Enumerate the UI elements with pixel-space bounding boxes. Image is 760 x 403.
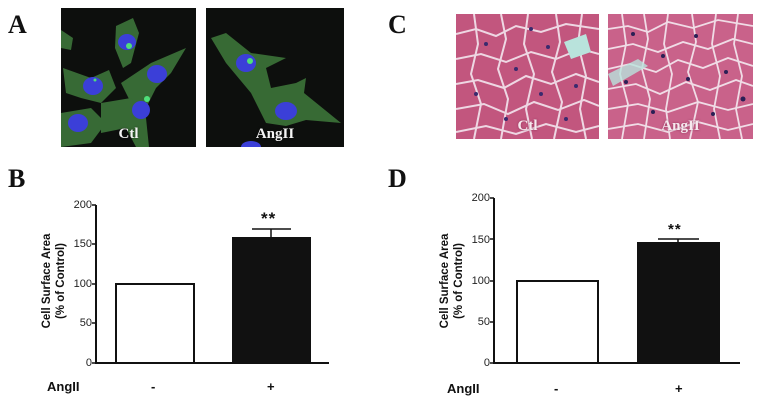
histology-tissue-graphic	[608, 14, 753, 139]
image-label-angii: AngII	[661, 118, 700, 134]
panel-letter-a: A	[8, 10, 27, 39]
y-tick-label: 200	[73, 199, 92, 211]
histology-image-ctl: Ctl	[456, 14, 599, 139]
category-label-minus: -	[554, 381, 559, 396]
significance-marker: **	[668, 221, 682, 238]
y-tick-label: 0	[483, 357, 490, 369]
fluorescence-image-angii: AngII	[206, 8, 344, 147]
y-tick-label: 200	[471, 192, 490, 204]
y-tick-label: 150	[73, 238, 92, 250]
chart-plot-area	[92, 204, 329, 364]
category-label-plus: +	[675, 381, 683, 396]
y-tick-label: 100	[471, 275, 490, 287]
category-label-plus: +	[267, 379, 275, 394]
histology-tissue-graphic	[456, 14, 599, 139]
image-label-ctl: Ctl	[118, 126, 139, 142]
row-label-angii: AngII	[47, 379, 80, 394]
y-tick-label: 50	[79, 317, 92, 329]
y-ticks	[490, 197, 494, 364]
category-label-minus: -	[151, 379, 156, 394]
y-tick-label: 0	[85, 357, 92, 369]
significance-marker: **	[261, 209, 277, 228]
panel-letter-b: B	[8, 164, 26, 193]
row-label-angii: AngII	[447, 381, 480, 396]
bar-control	[115, 283, 195, 364]
y-tick-label: 50	[477, 316, 490, 328]
bar-control	[516, 280, 599, 364]
bar-angii	[232, 237, 311, 363]
bar-angii	[637, 242, 720, 363]
image-label-angii: AngII	[255, 126, 295, 142]
panel-letter-d: D	[388, 164, 407, 193]
bar-chart-b: Cell Surface Area (% of Control) 200 150…	[41, 199, 329, 394]
fluorescence-image-ctl: Ctl	[61, 8, 196, 147]
panel-letter-c: C	[388, 10, 407, 39]
y-ticks	[92, 204, 96, 364]
y-tick-label: 150	[471, 234, 490, 246]
image-label-ctl: Ctl	[517, 118, 538, 134]
y-tick-label: 100	[73, 278, 92, 290]
histology-image-angii: AngII	[608, 14, 753, 139]
fluorescence-cells-graphic	[61, 18, 186, 147]
fluorescence-cells-graphic	[211, 33, 341, 147]
